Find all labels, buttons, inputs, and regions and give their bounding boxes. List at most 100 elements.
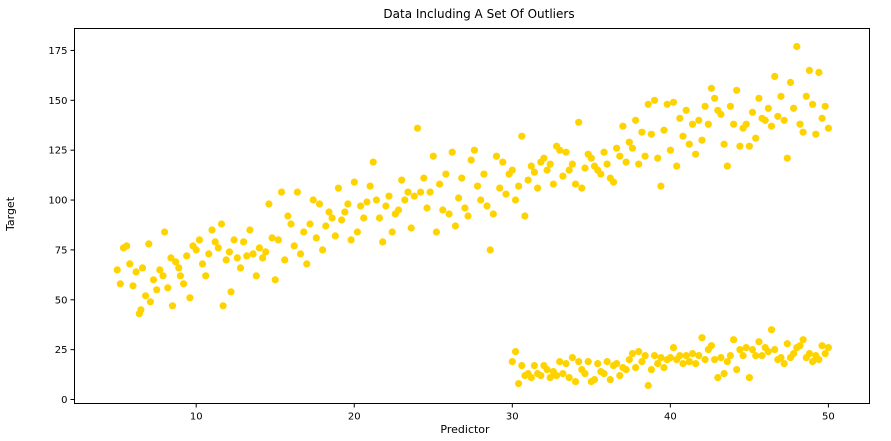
data-point bbox=[366, 182, 374, 190]
data-point bbox=[600, 370, 608, 378]
data-point bbox=[818, 114, 826, 122]
data-point bbox=[546, 160, 554, 168]
y-tick-label: 125 bbox=[48, 146, 67, 157]
data-point bbox=[571, 180, 580, 188]
data-point bbox=[647, 366, 656, 374]
data-point bbox=[714, 374, 722, 382]
y-axis-label: Target bbox=[4, 196, 17, 232]
data-point bbox=[575, 358, 583, 366]
data-point bbox=[379, 238, 387, 246]
data-point bbox=[137, 306, 145, 314]
data-point bbox=[217, 220, 226, 228]
data-point bbox=[195, 236, 203, 244]
data-point bbox=[357, 202, 365, 210]
data-point bbox=[426, 188, 434, 196]
data-point bbox=[780, 116, 788, 124]
data-point bbox=[546, 374, 554, 382]
data-point bbox=[442, 170, 450, 178]
data-point bbox=[543, 366, 551, 374]
data-point bbox=[214, 244, 222, 252]
data-point bbox=[268, 234, 276, 242]
data-point bbox=[436, 180, 444, 188]
data-point bbox=[622, 366, 630, 374]
data-point bbox=[284, 212, 292, 220]
y-tick-label: 0 bbox=[61, 395, 67, 406]
data-point bbox=[401, 196, 409, 204]
data-point bbox=[240, 238, 248, 246]
data-point bbox=[571, 378, 580, 386]
data-point bbox=[524, 176, 532, 184]
data-point bbox=[767, 122, 776, 130]
data-point bbox=[331, 232, 339, 240]
data-point bbox=[733, 86, 741, 94]
data-point bbox=[603, 358, 611, 366]
data-point bbox=[186, 294, 194, 302]
data-point bbox=[208, 226, 216, 234]
data-point bbox=[461, 204, 469, 212]
data-point bbox=[625, 356, 633, 364]
data-point bbox=[161, 228, 169, 236]
data-point bbox=[587, 154, 595, 162]
data-point bbox=[537, 372, 545, 380]
data-point bbox=[230, 236, 238, 244]
data-point bbox=[676, 352, 684, 360]
data-point bbox=[344, 200, 352, 208]
data-point bbox=[559, 370, 567, 378]
data-point bbox=[192, 246, 200, 254]
data-point bbox=[606, 376, 614, 384]
data-point bbox=[483, 202, 491, 210]
data-point bbox=[613, 360, 621, 368]
data-point bbox=[369, 158, 377, 166]
data-point bbox=[303, 260, 311, 268]
data-point bbox=[202, 272, 210, 280]
data-point bbox=[641, 352, 649, 360]
data-point bbox=[205, 250, 213, 258]
data-point bbox=[480, 170, 488, 178]
data-point bbox=[328, 214, 336, 222]
data-point bbox=[584, 358, 592, 366]
data-point bbox=[448, 148, 456, 156]
data-point bbox=[322, 222, 330, 230]
data-point bbox=[385, 192, 393, 200]
data-point bbox=[255, 244, 263, 252]
data-point bbox=[341, 208, 349, 216]
data-point bbox=[809, 100, 817, 108]
data-point bbox=[815, 356, 823, 364]
data-point bbox=[625, 138, 633, 146]
data-point bbox=[723, 162, 731, 170]
data-point bbox=[156, 266, 164, 274]
data-point bbox=[262, 248, 270, 256]
data-point bbox=[306, 220, 314, 228]
data-point bbox=[420, 174, 428, 182]
data-point bbox=[508, 166, 516, 174]
data-point bbox=[650, 96, 659, 104]
data-point bbox=[146, 298, 154, 306]
data-point bbox=[515, 182, 523, 190]
data-point bbox=[521, 212, 529, 220]
y-tick-label: 50 bbox=[55, 295, 68, 306]
data-point bbox=[815, 68, 823, 76]
data-point bbox=[790, 104, 798, 112]
data-point bbox=[783, 340, 791, 348]
data-point bbox=[138, 264, 147, 272]
y-tick-label: 100 bbox=[48, 196, 67, 207]
data-point bbox=[701, 356, 709, 364]
data-point bbox=[698, 136, 706, 144]
data-point bbox=[628, 350, 637, 358]
data-point bbox=[821, 102, 829, 110]
data-point bbox=[293, 188, 301, 196]
data-point bbox=[736, 346, 744, 354]
data-point bbox=[543, 166, 551, 174]
data-point bbox=[635, 160, 643, 168]
data-point bbox=[123, 242, 131, 250]
data-point bbox=[676, 114, 684, 122]
data-point bbox=[723, 358, 731, 366]
data-point bbox=[183, 252, 191, 260]
data-point bbox=[613, 144, 621, 152]
x-tick-label: 50 bbox=[822, 412, 835, 423]
data-point bbox=[730, 120, 738, 128]
data-point bbox=[398, 176, 406, 184]
data-point bbox=[742, 120, 750, 128]
data-point bbox=[236, 264, 245, 272]
